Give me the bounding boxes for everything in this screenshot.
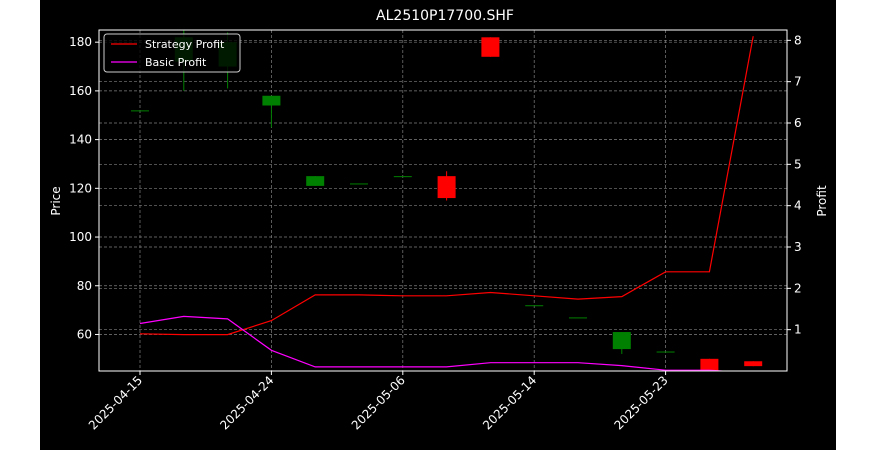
y-tick-label-left-140: 140: [69, 133, 92, 147]
candle-body-11: [612, 332, 631, 350]
candle-body-14: [744, 361, 763, 367]
y-tick-label-left-160: 160: [69, 84, 92, 98]
candle-body-13: [700, 358, 719, 371]
candle-body-6: [393, 176, 412, 178]
plot-frame: [98, 29, 788, 372]
candle-body-7: [437, 176, 456, 199]
y-tick-label-right-3: 3: [794, 240, 802, 254]
y-tick-label-left-80: 80: [77, 279, 92, 293]
legend-label-strategy: Strategy Profit: [145, 38, 225, 51]
axes: 60 80 100 120 140 160 180 1 2 3 4 5 6 7 8 2025-04-15 202…: [69, 33, 802, 432]
candle-body-12: [656, 351, 675, 353]
legend: Strategy Profit Basic Profit: [103, 33, 241, 73]
series-line-basic-profit: [139, 315, 731, 371]
y-tick-label-right-1: 1: [794, 323, 802, 337]
y-tick-label-right-5: 5: [794, 157, 802, 171]
legend-box: [103, 33, 241, 73]
chart-title: AL2510P17700.SHF: [376, 8, 514, 24]
y-tick-label-right-2: 2: [794, 281, 802, 295]
chart-background: [40, 0, 836, 450]
y-tick-label-left-100: 100: [69, 230, 92, 244]
y-tick-label-left-180: 180: [69, 35, 92, 49]
profit-lines: [139, 36, 754, 371]
x-tick-label-2025-05-23: 2025-05-23: [612, 373, 671, 432]
x-tick-label-2025-04-24: 2025-04-24: [217, 373, 276, 432]
y-tick-label-left-120: 120: [69, 181, 92, 195]
y-tick-label-right-4: 4: [794, 199, 802, 213]
candle-body-8: [481, 37, 500, 57]
x-tick-label-2025-05-06: 2025-05-06: [349, 373, 408, 432]
y-tick-label-left-60: 60: [77, 327, 92, 341]
candle-body-0: [131, 110, 149, 112]
x-tick-label-2025-05-14: 2025-05-14: [480, 373, 539, 432]
y-tick-label-right-7: 7: [794, 75, 802, 89]
candles: [131, 30, 763, 371]
y-axis-label-right: Profit: [815, 185, 829, 217]
x-tick-label-2025-04-15: 2025-04-15: [86, 373, 145, 432]
y-axis-label-left: Price: [49, 186, 63, 215]
candle-body-10: [569, 317, 587, 319]
grid: [99, 30, 787, 371]
legend-label-basic: Basic Profit: [145, 56, 207, 69]
candle-body-5: [350, 183, 368, 185]
candle-body-3: [262, 95, 281, 106]
candle-body-9: [525, 305, 544, 307]
y-tick-label-right-8: 8: [794, 33, 802, 47]
candle-body-4: [306, 176, 325, 186]
y-tick-label-right-6: 6: [794, 116, 802, 130]
